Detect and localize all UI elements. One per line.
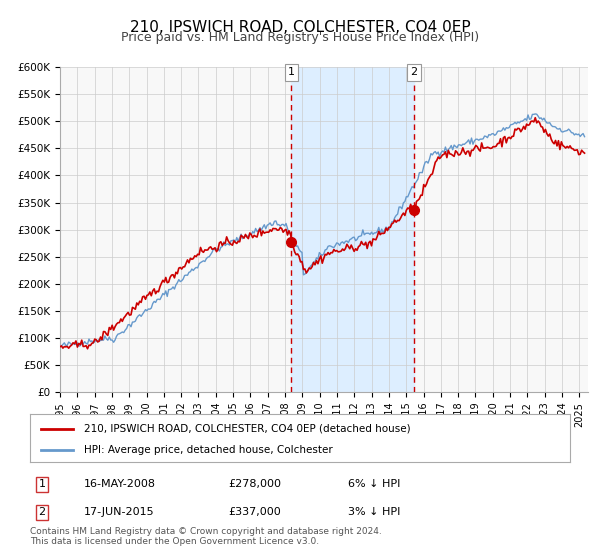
Text: 2: 2 [38, 507, 46, 517]
Text: Contains HM Land Registry data © Crown copyright and database right 2024.
This d: Contains HM Land Registry data © Crown c… [30, 526, 382, 546]
Text: £337,000: £337,000 [228, 507, 281, 517]
Text: 6% ↓ HPI: 6% ↓ HPI [348, 479, 400, 489]
Text: 2: 2 [410, 67, 418, 77]
Text: £278,000: £278,000 [228, 479, 281, 489]
Text: 3% ↓ HPI: 3% ↓ HPI [348, 507, 400, 517]
Text: 210, IPSWICH ROAD, COLCHESTER, CO4 0EP: 210, IPSWICH ROAD, COLCHESTER, CO4 0EP [130, 20, 470, 35]
Text: 17-JUN-2015: 17-JUN-2015 [84, 507, 155, 517]
Text: 1: 1 [38, 479, 46, 489]
Text: 16-MAY-2008: 16-MAY-2008 [84, 479, 156, 489]
Text: 1: 1 [288, 67, 295, 77]
Text: 210, IPSWICH ROAD, COLCHESTER, CO4 0EP (detached house): 210, IPSWICH ROAD, COLCHESTER, CO4 0EP (… [84, 424, 410, 433]
Text: HPI: Average price, detached house, Colchester: HPI: Average price, detached house, Colc… [84, 445, 333, 455]
Text: Price paid vs. HM Land Registry's House Price Index (HPI): Price paid vs. HM Land Registry's House … [121, 31, 479, 44]
Bar [292, 67, 414, 392]
